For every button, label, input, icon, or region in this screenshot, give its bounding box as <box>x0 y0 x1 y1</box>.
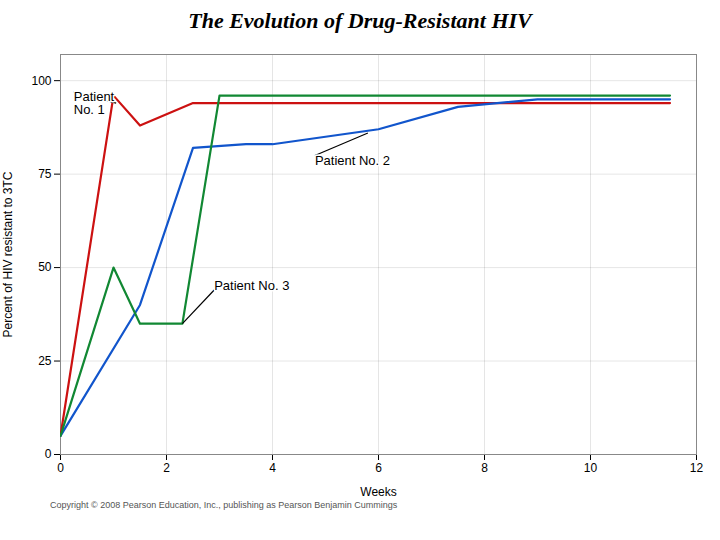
svg-text:Patient No. 3: Patient No. 3 <box>214 278 289 293</box>
svg-text:10: 10 <box>584 461 598 475</box>
svg-text:6: 6 <box>375 461 382 475</box>
svg-text:Percent of HIV resistant to 3T: Percent of HIV resistant to 3TC <box>1 171 15 337</box>
svg-text:8: 8 <box>481 461 488 475</box>
svg-text:2: 2 <box>163 461 170 475</box>
html-text:Copyright © 2008 Pearson Educa: Copyright © 2008 Pearson Education, Inc.… <box>50 500 398 510</box>
svg-text:12: 12 <box>690 461 704 475</box>
svg-text:Weeks: Weeks <box>360 485 396 499</box>
svg-text:25: 25 <box>38 354 52 368</box>
svg-text:Patient No. 2: Patient No. 2 <box>315 153 390 168</box>
svg-text:0: 0 <box>57 461 64 475</box>
svg-text:75: 75 <box>38 167 52 181</box>
svg-text:50: 50 <box>38 260 52 274</box>
svg-text:0: 0 <box>45 447 52 461</box>
svg-text:PatientNo. 1: PatientNo. 1 <box>74 89 115 117</box>
svg-text:4: 4 <box>269 461 276 475</box>
html-text:The Evolution of Drug-Resistan: The Evolution of Drug-Resistant HIV <box>188 8 532 33</box>
svg-text:100: 100 <box>31 74 51 88</box>
